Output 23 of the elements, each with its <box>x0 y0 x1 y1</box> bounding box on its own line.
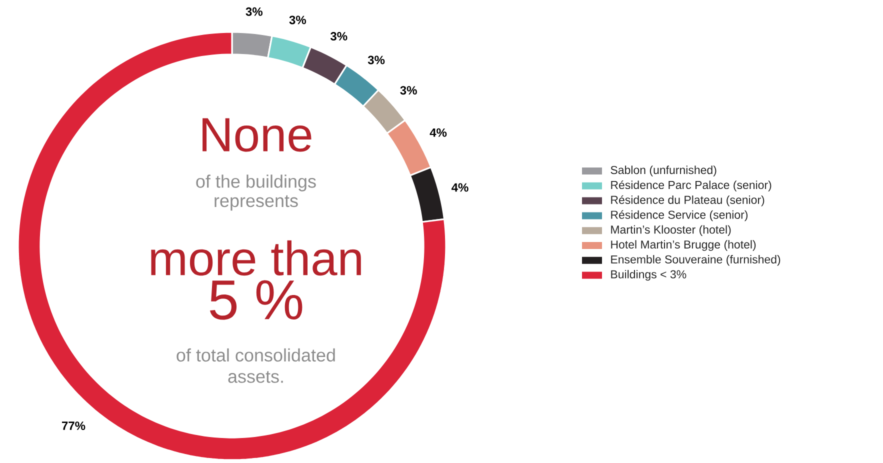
data-label: 3% <box>368 56 385 64</box>
data-label: 4% <box>430 128 447 137</box>
text: assets. <box>228 371 283 383</box>
legend-label: Buildings < 3% <box>611 270 686 281</box>
text: of total consolidated <box>176 348 335 362</box>
legend-label: Résidence du Plateau (senior) <box>611 195 764 206</box>
legend-label: Résidence Parc Palace (senior) <box>611 180 772 192</box>
data-label: 4% <box>452 183 468 192</box>
data-label: 3% <box>330 32 348 41</box>
legend-label: Résidence Service (senior) <box>611 210 748 222</box>
text: of the buildings <box>196 174 316 192</box>
data-label: 3% <box>289 16 306 24</box>
legend-label: Hotel Martin’s Brugge (hotel) <box>611 240 756 251</box>
text: represents <box>214 195 298 211</box>
legend-label: Ensemble Souveraine (furnished) <box>611 255 780 266</box>
text: more than <box>151 240 361 276</box>
legend-label: Martin’s Klooster (hotel) <box>611 225 731 236</box>
data-label: 3% <box>246 7 263 16</box>
data-label: 3% <box>400 86 417 95</box>
text: None <box>202 118 312 152</box>
data-label: 77% <box>62 422 86 430</box>
legend-label: Sablon (unfurnished) <box>610 166 716 176</box>
text: 5 % <box>210 280 302 320</box>
